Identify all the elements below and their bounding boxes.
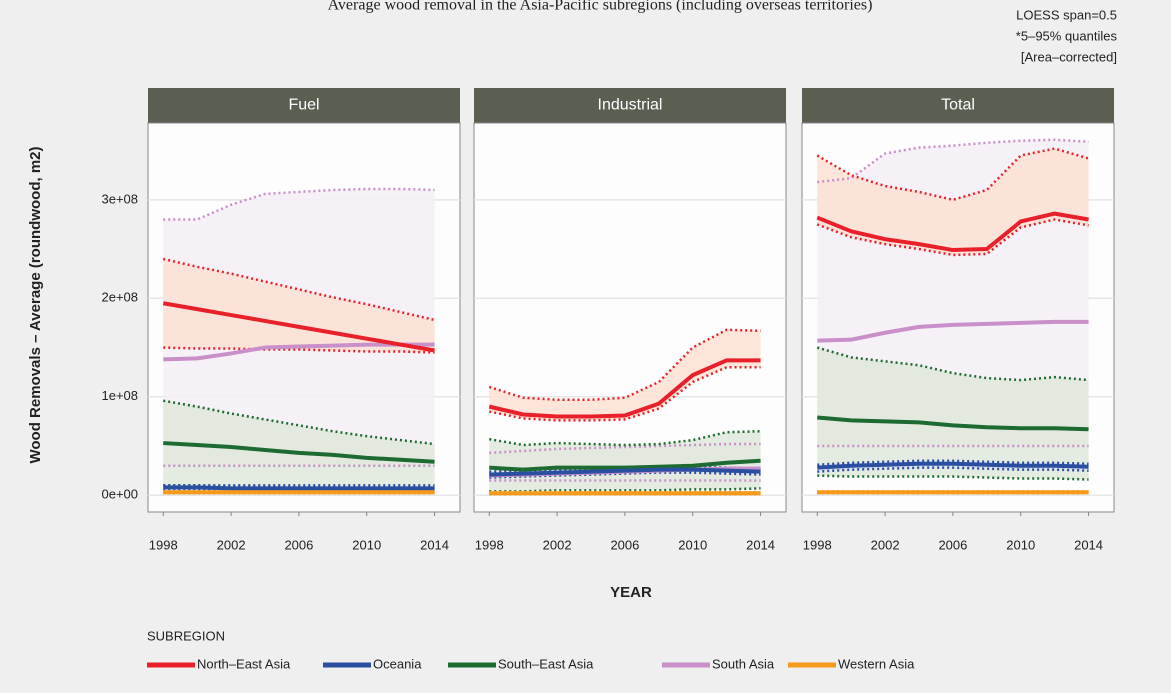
legend-label: South Asia: [712, 656, 775, 671]
quantile-line: [489, 487, 761, 493]
x-tick-label: 2014: [420, 537, 449, 552]
x-tick-label: 2006: [610, 537, 639, 552]
series-line: [817, 415, 1089, 432]
x-tick-label: 2014: [746, 537, 775, 552]
x-tick-label: 2014: [1074, 537, 1103, 552]
quantile-line: [489, 429, 761, 447]
quantile-band: [817, 148, 1089, 255]
x-tick-label: 2010: [1006, 537, 1035, 552]
quantile-line: [816, 147, 1089, 202]
series-line: [817, 319, 1089, 343]
quantile-line: [163, 187, 435, 221]
x-tick-label: 2006: [284, 537, 313, 552]
quantile-line: [489, 365, 761, 422]
note: [Area–corrected]: [1021, 49, 1117, 64]
panel-strip: [148, 88, 460, 123]
quantile-band: [489, 329, 761, 421]
quantile-line: [817, 474, 1089, 481]
quantile-line: [817, 459, 1089, 466]
y-tick-label: 1e+08: [101, 388, 138, 403]
x-tick-label: 2002: [871, 537, 900, 552]
x-tick-label: 2002: [543, 537, 572, 552]
panel-strip: [474, 88, 786, 123]
quantile-band: [163, 258, 435, 353]
quantile-line: [817, 466, 1089, 473]
series-line: [488, 358, 761, 419]
x-tick-label: 2010: [352, 537, 381, 552]
x-tick-label: 1998: [475, 537, 504, 552]
y-tick-label: 0e+00: [101, 487, 138, 502]
panel-title: Total: [941, 97, 975, 114]
series-line: [489, 467, 761, 477]
series-line: [162, 301, 435, 353]
y-tick-label: 2e+08: [101, 290, 138, 305]
x-tick-label: 2010: [678, 537, 707, 552]
legend-title: SUBREGION: [147, 628, 225, 643]
legend-label: Western Asia: [838, 656, 915, 671]
quantile-line: [817, 138, 1089, 184]
x-tick-label: 2002: [217, 537, 246, 552]
quantile-band: [489, 431, 761, 492]
legend-label: Oceania: [373, 656, 422, 671]
x-axis-label: YEAR: [610, 584, 652, 601]
series-line: [489, 458, 761, 472]
panel-title: Fuel: [288, 97, 319, 114]
quantile-line: [163, 399, 435, 446]
x-tick-label: 1998: [803, 537, 832, 552]
quantile-line: [489, 442, 761, 455]
quantile-line: [163, 346, 435, 354]
quantile-line: [488, 328, 761, 401]
note: LOESS span=0.5: [1016, 7, 1117, 22]
x-tick-label: 1998: [149, 537, 178, 552]
y-axis-label: Wood Removals – Average (roundwood, m2): [27, 147, 44, 464]
legend-label: South–East Asia: [498, 656, 594, 671]
panel-title: Industrial: [598, 97, 663, 114]
note: *5–95% quantiles: [1016, 28, 1118, 43]
series-line: [816, 211, 1089, 253]
x-tick-label: 2006: [938, 537, 967, 552]
series-line: [817, 461, 1089, 470]
quantile-line: [816, 346, 1089, 382]
series-line: [163, 485, 435, 491]
panel-strip: [802, 88, 1114, 123]
legend-label: North–East Asia: [197, 656, 291, 671]
quantile-band: [163, 400, 435, 489]
chart-title: Average wood removal in the Asia-Pacific…: [328, 0, 873, 14]
quantile-line: [162, 257, 435, 322]
series-line: [163, 441, 435, 464]
y-tick-label: 3e+08: [101, 191, 138, 206]
